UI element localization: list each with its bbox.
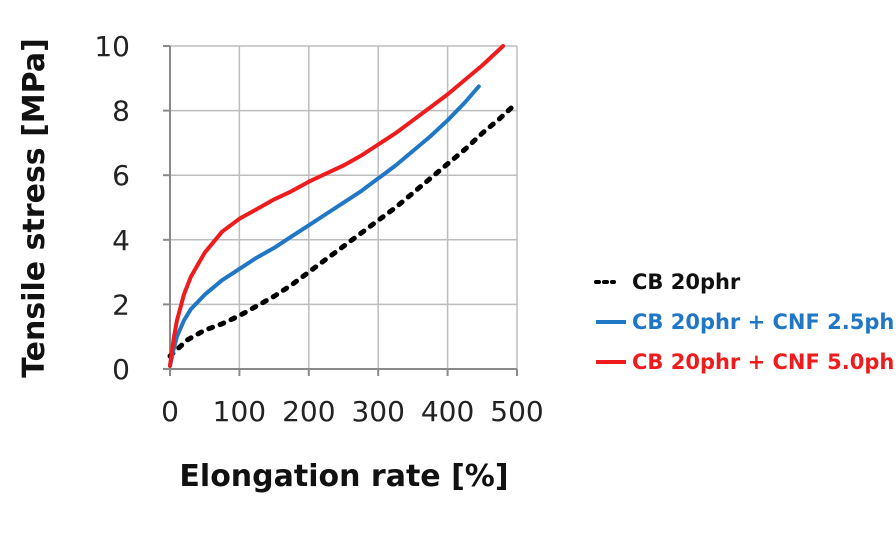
x-tick-label: 200 bbox=[282, 395, 335, 428]
y-tick-label: 2 bbox=[112, 288, 130, 321]
axes bbox=[163, 45, 518, 376]
legend: CB 20phr CB 20phr + CNF 2.5phr CB 20phr + … bbox=[594, 270, 896, 374]
x-axis-title: Elongation rate [%] bbox=[179, 459, 508, 494]
x-tick-label: 300 bbox=[351, 395, 404, 428]
series-group bbox=[167, 44, 516, 368]
x-tick-label: 0 bbox=[161, 395, 179, 428]
legend-label: CB 20phr bbox=[632, 270, 741, 294]
y-tick-label: 6 bbox=[112, 159, 130, 192]
y-tick-label: 0 bbox=[112, 353, 130, 386]
y-tick-label: 4 bbox=[112, 224, 130, 257]
legend-label: CB 20phr + CNF 5.0phr bbox=[632, 350, 896, 374]
series-line-1 bbox=[167, 103, 516, 359]
y-tick-label: 10 bbox=[94, 30, 130, 63]
x-tick-label: 500 bbox=[490, 395, 543, 428]
series-line-3 bbox=[168, 44, 506, 368]
series-line-2 bbox=[168, 84, 481, 368]
x-tick-label: 400 bbox=[421, 395, 474, 428]
legend-label: CB 20phr + CNF 2.5phr bbox=[632, 310, 896, 334]
x-tick-label: 100 bbox=[213, 395, 266, 428]
tick-labels: 0 100 200 300 400 500 0 2 4 6 8 10 bbox=[94, 30, 543, 428]
grid bbox=[169, 45, 518, 370]
y-axis-title: Tensile stress [MPa] bbox=[17, 38, 52, 378]
y-tick-label: 8 bbox=[112, 95, 130, 128]
